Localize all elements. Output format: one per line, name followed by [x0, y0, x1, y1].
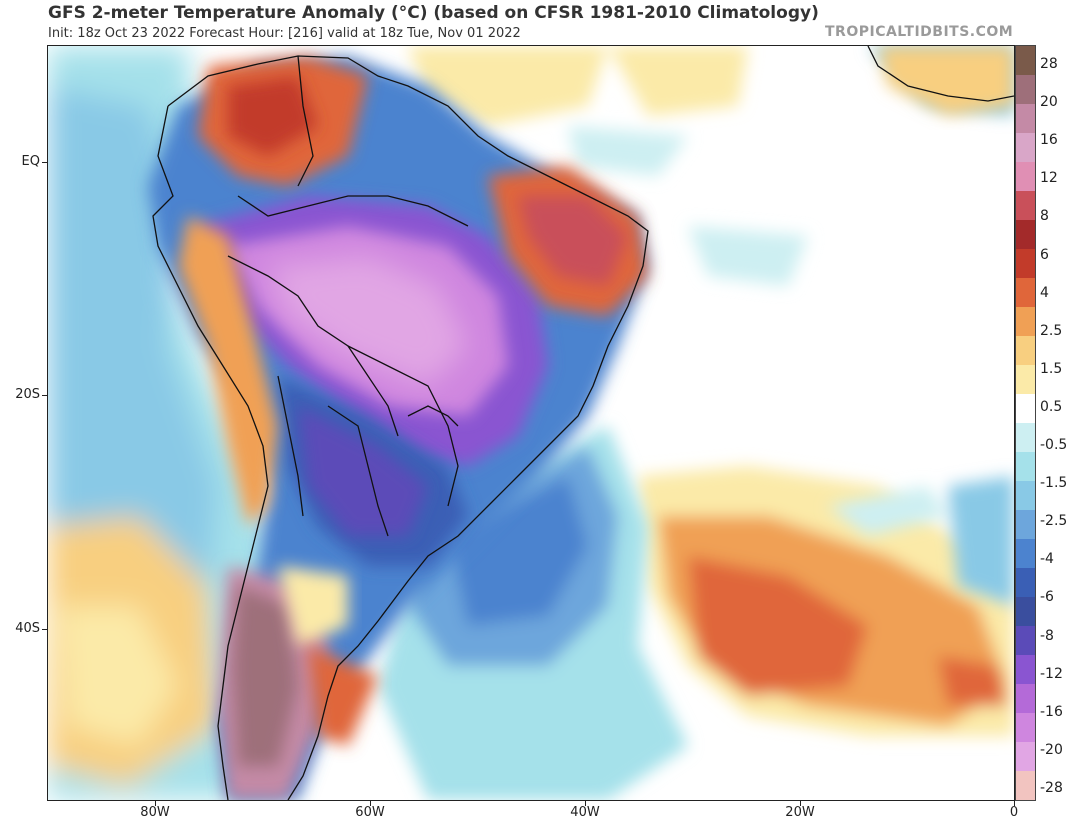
lon-tick-60w [370, 801, 371, 806]
colorbar-label: -2.5 [1040, 513, 1068, 530]
colorbar-label: 4 [1040, 284, 1049, 301]
atlantic-warm-anomaly [638, 466, 1014, 736]
colorbar-label: 16 [1040, 132, 1058, 149]
colorbar-label: -16 [1040, 703, 1063, 720]
colorbar-label: 28 [1040, 56, 1058, 72]
colorbar-label: -20 [1040, 741, 1063, 758]
colorbar-swatch [1016, 626, 1035, 656]
colorbar-swatch [1016, 278, 1035, 308]
anomaly-map-canvas [48, 46, 1014, 800]
colorbar-label: 6 [1040, 246, 1049, 263]
colorbar-label: -12 [1040, 665, 1063, 682]
colorbar-swatch [1016, 46, 1035, 76]
colorbar-label: -28 [1040, 779, 1063, 796]
lon-label-80w: 80W [140, 805, 170, 820]
colorbar [1015, 45, 1036, 801]
colorbar-swatch [1016, 336, 1035, 366]
colorbar-swatch [1016, 481, 1035, 511]
colorbar-label: 2.5 [1040, 322, 1063, 339]
lon-label-20w: 20W [785, 805, 815, 820]
lon-label-40w: 40W [570, 805, 600, 820]
coastlines [152, 46, 1014, 800]
colorbar-swatch [1016, 452, 1035, 482]
map-subtitle: Init: 18z Oct 23 2022 Forecast Hour: [21… [48, 26, 521, 41]
lat-tick-eq [42, 162, 47, 163]
colorbar-swatch [1016, 75, 1035, 105]
colorbar-label: 20 [1040, 94, 1058, 111]
colorbar-swatch [1016, 742, 1035, 772]
lon-tick-0 [1014, 801, 1015, 806]
colorbar-swatch [1016, 365, 1035, 395]
lon-tick-20w [800, 801, 801, 806]
lon-tick-80w [155, 801, 156, 806]
lat-label-20s: 20S [15, 387, 40, 402]
colorbar-label: -6 [1040, 589, 1054, 606]
colorbar-label: -4 [1040, 551, 1054, 568]
colorbar-swatch [1016, 510, 1035, 540]
colorbar-label: 12 [1040, 170, 1058, 187]
colorbar-label: -0.5 [1040, 437, 1068, 453]
colorbar-swatch [1016, 771, 1035, 800]
colorbar-swatch [1016, 307, 1035, 337]
colorbar-label: 0.5 [1040, 398, 1063, 415]
colorbar-swatch [1016, 191, 1035, 221]
south-america-landmass [148, 46, 1014, 800]
anomaly-map [47, 45, 1015, 801]
brand-watermark: TROPICALTIDBITS.COM [825, 24, 1014, 40]
lon-tick-40w [585, 801, 586, 806]
lon-label-60w: 60W [355, 805, 385, 820]
colorbar-swatch [1016, 220, 1035, 250]
colorbar-swatch [1016, 249, 1035, 279]
lat-tick-20s [42, 395, 47, 396]
map-title: GFS 2-meter Temperature Anomaly (°C) (ba… [48, 3, 819, 23]
colorbar-swatch [1016, 423, 1035, 453]
colorbar-label: -8 [1040, 627, 1054, 644]
colorbar-swatch [1016, 133, 1035, 163]
colorbar-label: 1.5 [1040, 360, 1063, 377]
lon-label-0: 0 [1009, 805, 1019, 820]
colorbar-swatch [1016, 713, 1035, 743]
colorbar-swatch [1016, 394, 1035, 424]
lat-label-eq: EQ [21, 154, 40, 169]
colorbar-swatch [1016, 655, 1035, 685]
lat-label-40s: 40S [15, 621, 40, 636]
colorbar-label: -1.5 [1040, 475, 1068, 492]
lat-tick-40s [42, 629, 47, 630]
colorbar-label: 8 [1040, 208, 1049, 225]
colorbar-swatch [1016, 162, 1035, 192]
colorbar-swatch [1016, 597, 1035, 627]
colorbar-swatch [1016, 539, 1035, 569]
colorbar-swatch [1016, 104, 1035, 134]
colorbar-swatch [1016, 684, 1035, 714]
colorbar-swatch [1016, 568, 1035, 598]
